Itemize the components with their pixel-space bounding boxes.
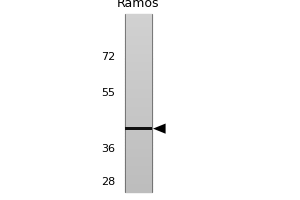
- Text: 36: 36: [101, 144, 116, 154]
- Bar: [124, 14, 152, 17]
- Bar: [124, 109, 152, 112]
- Bar: [124, 165, 152, 168]
- Bar: [124, 88, 152, 91]
- Bar: [124, 103, 152, 106]
- Bar: [124, 56, 152, 58]
- Bar: [124, 35, 152, 38]
- Bar: [124, 174, 152, 177]
- Bar: [124, 127, 152, 130]
- Bar: [124, 180, 152, 183]
- Bar: [124, 136, 152, 139]
- Bar: [124, 118, 152, 121]
- Bar: [124, 94, 152, 97]
- Bar: [124, 189, 152, 192]
- Text: Ramos: Ramos: [117, 0, 159, 10]
- Bar: [124, 61, 152, 64]
- Bar: [124, 115, 152, 118]
- Text: 55: 55: [101, 88, 116, 98]
- Bar: [124, 50, 152, 53]
- Bar: [124, 145, 152, 148]
- Bar: [124, 70, 152, 73]
- Text: 28: 28: [101, 177, 116, 187]
- Bar: [124, 121, 152, 124]
- Bar: [124, 100, 152, 103]
- Bar: [124, 168, 152, 171]
- Bar: [124, 186, 152, 189]
- Bar: [124, 177, 152, 180]
- Bar: [124, 17, 152, 20]
- Text: 72: 72: [101, 52, 116, 62]
- Bar: [124, 162, 152, 165]
- Bar: [124, 133, 152, 136]
- Bar: [124, 153, 152, 156]
- Bar: [124, 82, 152, 85]
- Bar: [124, 41, 152, 44]
- Bar: [124, 20, 152, 23]
- Bar: [124, 112, 152, 115]
- Bar: [124, 106, 152, 109]
- Bar: [124, 47, 152, 50]
- Bar: [124, 64, 152, 67]
- Bar: [124, 171, 152, 174]
- Bar: [124, 183, 152, 186]
- Bar: [124, 58, 152, 61]
- Bar: [124, 148, 152, 150]
- Bar: [124, 127, 152, 130]
- Bar: [124, 124, 152, 127]
- Bar: [124, 32, 152, 35]
- Polygon shape: [153, 124, 166, 134]
- Bar: [124, 97, 152, 100]
- Bar: [124, 150, 152, 153]
- Bar: [124, 79, 152, 82]
- Bar: [124, 73, 152, 76]
- Bar: [124, 139, 152, 142]
- Bar: [124, 91, 152, 94]
- Bar: [124, 44, 152, 47]
- Bar: [124, 67, 152, 70]
- Bar: [124, 23, 152, 26]
- Bar: [124, 26, 152, 29]
- Bar: [124, 38, 152, 41]
- Bar: [124, 142, 152, 145]
- Bar: [124, 53, 152, 56]
- Bar: [124, 29, 152, 32]
- Bar: [124, 156, 152, 159]
- Bar: [124, 159, 152, 162]
- Bar: [124, 130, 152, 133]
- Bar: [124, 76, 152, 79]
- Bar: [124, 85, 152, 88]
